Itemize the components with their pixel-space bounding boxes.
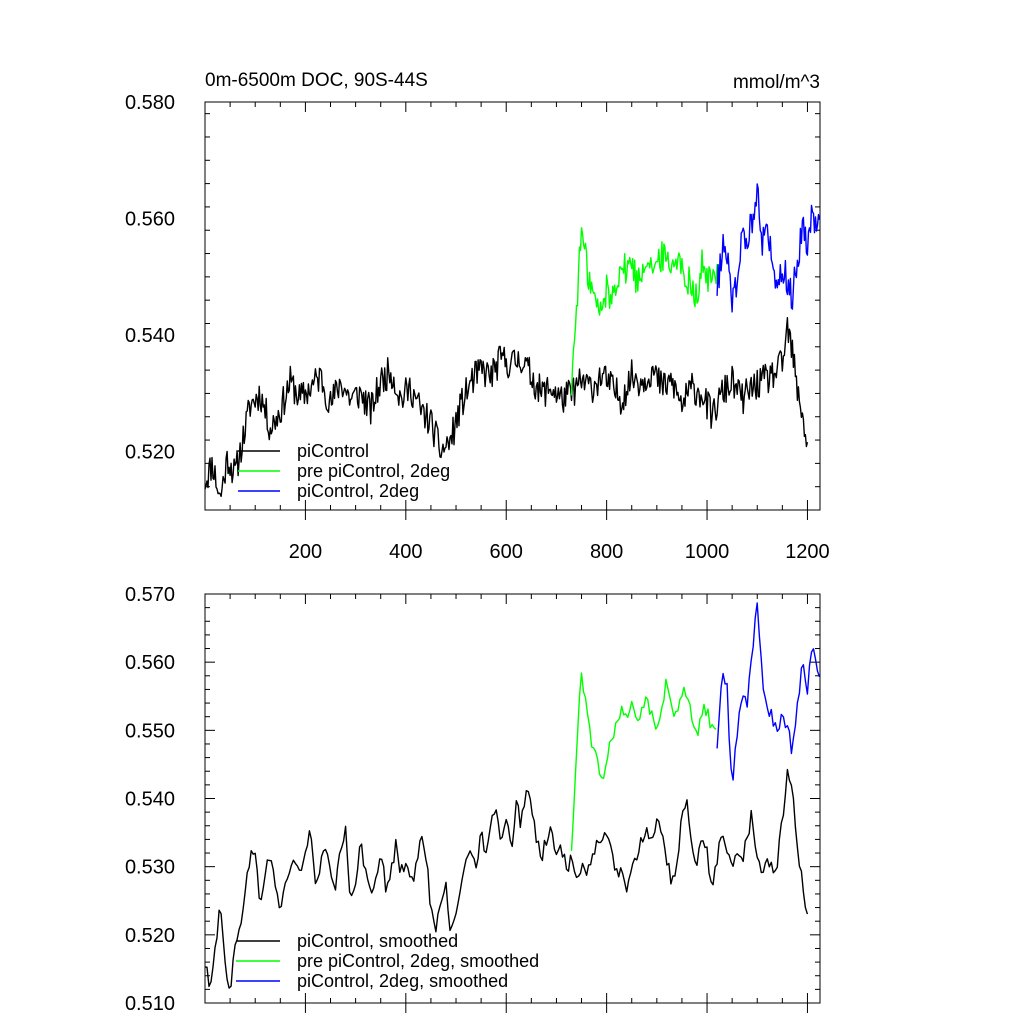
top-panel-title: 0m-6500m DOC, 90S-44S xyxy=(205,70,428,91)
series-line-2 xyxy=(716,602,821,781)
x-tick-label: 400 xyxy=(389,541,422,563)
y-tick-label: 0.510 xyxy=(125,993,175,1015)
y-tick-label: 0.580 xyxy=(125,92,175,114)
x-tick-label: 1200 xyxy=(785,541,830,563)
bottom-panel-legend: piControl, smoothed pre piControl, 2deg,… xyxy=(236,931,539,991)
y-tick-label: 0.560 xyxy=(125,209,175,231)
bottom-panel-series xyxy=(204,602,821,989)
legend-label-picontrol-2deg: piControl, 2deg xyxy=(297,481,419,501)
bottom-panel-frame xyxy=(204,593,821,1004)
legend-label-pre-picontrol-2deg: pre piControl, 2deg xyxy=(297,461,450,481)
legend-label-picontrol: piControl xyxy=(297,441,369,461)
bottom-panel-ticks: 0.510 0.520 0.530 0.540 0.550 0.560 0.570 xyxy=(125,584,820,1015)
x-tick-label: 200 xyxy=(289,541,322,563)
top-panel-units: mmol/m^3 xyxy=(733,72,820,93)
top-panel-series xyxy=(204,183,821,498)
top-panel: 0m-6500m DOC, 90S-44S mmol/m^3 200 400 600… xyxy=(125,70,830,563)
y-tick-label: 0.520 xyxy=(125,925,175,947)
x-tick-label: 600 xyxy=(490,541,523,563)
legend-label-picontrol-smoothed: piControl, smoothed xyxy=(297,931,458,951)
legend-label-picontrol-2deg-smoothed: piControl, 2deg, smoothed xyxy=(297,971,508,991)
x-tick-label: 800 xyxy=(590,541,623,563)
y-tick-label: 0.570 xyxy=(125,584,175,606)
series-line-1 xyxy=(570,672,717,851)
y-tick-label: 0.540 xyxy=(125,789,175,811)
top-panel-ticks: 200 400 600 800 1000 1200 0.520 0.540 0.560 0.580 xyxy=(125,92,830,563)
series-line-0 xyxy=(204,317,809,498)
bottom-panel: 0.510 0.520 0.530 0.540 0.550 0.560 0.570 piCo… xyxy=(125,584,821,1015)
y-tick-label: 0.550 xyxy=(125,720,175,742)
series-line-1 xyxy=(570,227,718,396)
y-tick-label: 0.530 xyxy=(125,857,175,879)
legend-label-pre-picontrol-2deg-smoothed: pre piControl, 2deg, smoothed xyxy=(297,951,539,971)
y-tick-label: 0.520 xyxy=(125,442,175,464)
y-tick-label: 0.560 xyxy=(125,652,175,674)
series-line-2 xyxy=(716,183,821,313)
x-tick-label: 1000 xyxy=(685,541,730,563)
top-panel-frame xyxy=(204,101,821,511)
top-panel-legend: piControl pre piControl, 2deg piControl,… xyxy=(238,441,450,501)
y-tick-label: 0.540 xyxy=(125,325,175,347)
series-line-0 xyxy=(204,768,809,989)
